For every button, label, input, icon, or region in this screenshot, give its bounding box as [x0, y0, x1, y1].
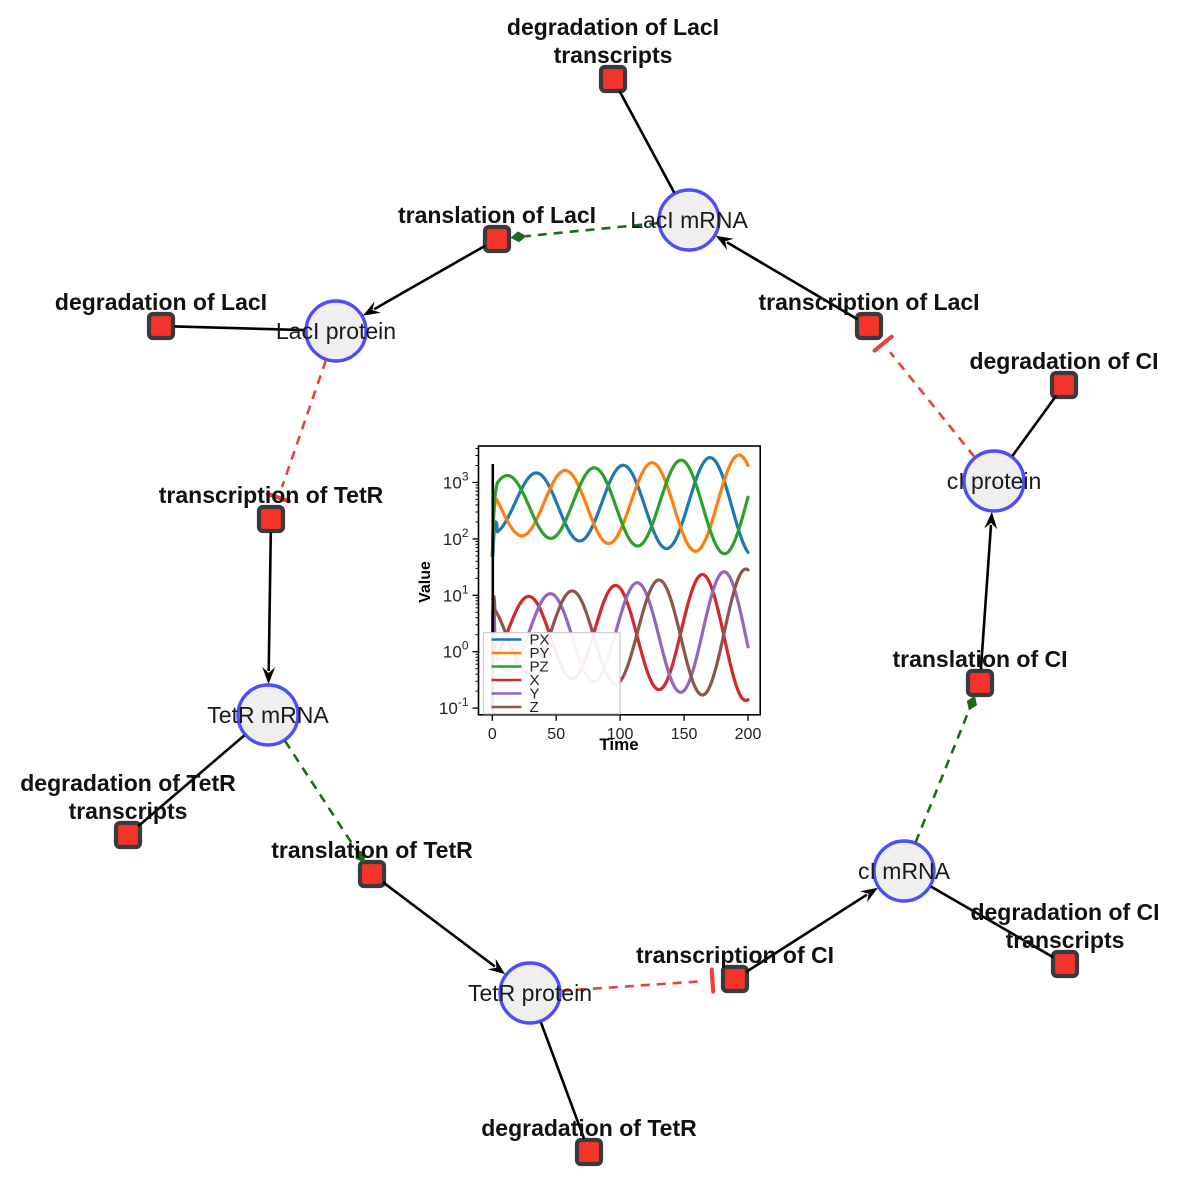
svg-text:Value: Value	[417, 561, 434, 603]
svg-text:102: 102	[443, 526, 469, 549]
svg-text:translation of CI: translation of CI	[892, 646, 1067, 672]
svg-text:200: 200	[735, 726, 762, 743]
svg-text:TetR mRNA: TetR mRNA	[207, 702, 329, 728]
svg-text:transcription of TetR: transcription of TetR	[159, 482, 384, 508]
svg-text:degradation of LacI: degradation of LacI	[55, 289, 267, 315]
svg-text:degradation of TetR: degradation of TetR	[481, 1115, 697, 1141]
svg-text:degradation of CI: degradation of CI	[970, 899, 1159, 925]
svg-text:cI mRNA: cI mRNA	[858, 858, 951, 884]
svg-text:LacI protein: LacI protein	[276, 318, 396, 344]
svg-text:translation of TetR: translation of TetR	[271, 837, 473, 863]
svg-text:degradation of TetR: degradation of TetR	[20, 770, 236, 796]
svg-text:degradation of LacI: degradation of LacI	[507, 14, 719, 40]
svg-text:degradation of CI: degradation of CI	[969, 348, 1158, 374]
svg-text:101: 101	[443, 582, 469, 605]
svg-text:transcription of LacI: transcription of LacI	[758, 289, 979, 315]
svg-text:TetR protein: TetR protein	[468, 980, 592, 1006]
svg-text:100: 100	[443, 639, 469, 662]
svg-text:150: 150	[671, 726, 698, 743]
svg-text:10-1: 10-1	[439, 695, 469, 718]
svg-text:translation of LacI: translation of LacI	[398, 202, 596, 228]
svg-text:cI protein: cI protein	[947, 468, 1042, 494]
svg-text:transcripts: transcripts	[1006, 927, 1125, 953]
svg-text:LacI mRNA: LacI mRNA	[630, 207, 748, 233]
svg-text:103: 103	[443, 469, 469, 492]
svg-text:transcription of CI: transcription of CI	[636, 942, 834, 968]
svg-text:50: 50	[547, 726, 565, 743]
svg-text:0: 0	[488, 726, 497, 743]
svg-text:Time: Time	[599, 735, 638, 754]
svg-text:transcripts: transcripts	[69, 798, 188, 824]
svg-text:transcripts: transcripts	[554, 42, 673, 68]
svg-text:Z: Z	[530, 699, 539, 716]
